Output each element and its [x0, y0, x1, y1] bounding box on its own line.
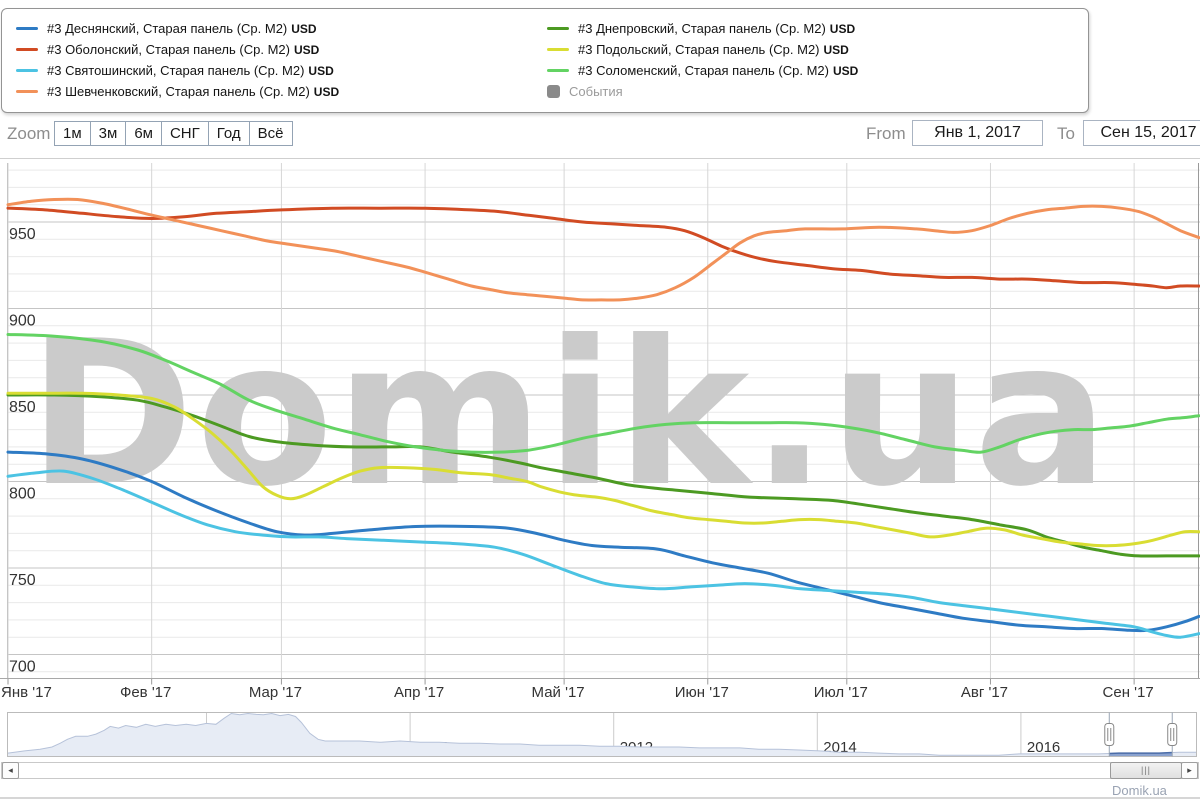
- series-line-dneprovsky[interactable]: [6, 393, 1200, 558]
- scrollbar-right-arrow-icon[interactable]: ▸: [1181, 762, 1198, 779]
- legend-label: #3 Шевченковский, Старая панель (Ср. М2): [47, 84, 310, 99]
- from-date-input[interactable]: [912, 120, 1043, 146]
- scrollbar-thumb[interactable]: |||: [1110, 762, 1182, 779]
- series-color-swatch: [547, 69, 569, 72]
- range-button-all[interactable]: Всё: [248, 121, 293, 146]
- legend-currency: USD: [823, 42, 849, 57]
- x-axis-label: Мар '17: [249, 684, 302, 701]
- legend-label: #3 Соломенский, Старая панель (Ср. М2): [578, 63, 829, 78]
- legend-item-svyatoshinsky[interactable]: #3 Святошинский, Старая панель (Ср. М2) …: [16, 60, 339, 81]
- y-axis-label: 950: [9, 226, 36, 243]
- legend-item-dneprovsky[interactable]: #3 Днепровский, Старая панель (Ср. М2) U…: [547, 18, 858, 39]
- y-axis-label: 900: [9, 313, 36, 330]
- series-color-swatch: [16, 90, 38, 93]
- navigator-right-handle[interactable]: [1167, 723, 1178, 746]
- series-color-swatch: [16, 48, 38, 51]
- legend-currency: USD: [313, 84, 340, 99]
- legend-column-1: #3 Деснянский, Старая панель (Ср. М2) US…: [16, 18, 339, 102]
- legend-box: #3 Деснянский, Старая панель (Ср. М2) US…: [1, 8, 1089, 113]
- legend-item-desnyansky[interactable]: #3 Деснянский, Старая панель (Ср. М2) US…: [16, 18, 339, 39]
- series-color-swatch: [547, 27, 569, 30]
- x-axis-label: Янв '17: [1, 684, 52, 701]
- scrollbar-left-arrow-icon[interactable]: ◂: [2, 762, 19, 779]
- x-axis-label: Авг '17: [961, 684, 1008, 701]
- legend-item-solomensky[interactable]: #3 Соломенский, Старая панель (Ср. М2) U…: [547, 60, 858, 81]
- range-selector-buttons: 1м 3м 6м СНГ Год Всё: [54, 121, 293, 146]
- legend-item-events[interactable]: События: [547, 81, 858, 102]
- series-color-swatch: [547, 48, 569, 51]
- legend-item-podolsky[interactable]: #3 Подольский, Старая панель (Ср. М2) US…: [547, 39, 858, 60]
- y-axis-label: 800: [9, 486, 36, 503]
- range-button-year[interactable]: Год: [207, 121, 250, 146]
- series-line-podolsky[interactable]: [6, 391, 1200, 548]
- legend-currency: USD: [293, 42, 320, 57]
- series-line-desnyansky[interactable]: [6, 450, 1200, 633]
- legend-item-shevchenkovsky[interactable]: #3 Шевченковский, Старая панель (Ср. М2)…: [16, 81, 339, 102]
- series-color-swatch: [16, 27, 38, 30]
- to-label: To: [1057, 124, 1075, 143]
- range-button-ytd[interactable]: СНГ: [160, 121, 209, 146]
- from-label: From: [866, 124, 906, 143]
- x-axis-label: Июн '17: [675, 684, 729, 701]
- series-line-shevchenkovsky[interactable]: [6, 197, 1200, 302]
- y-axis-label: 850: [9, 399, 36, 416]
- x-axis-label: Сен '17: [1103, 684, 1154, 701]
- events-swatch-icon: [547, 85, 560, 98]
- legend-label: #3 Днепровский, Старая панель (Ср. М2): [578, 21, 826, 36]
- series-line-svyatoshinsky[interactable]: [6, 469, 1200, 639]
- x-axis-label: Апр '17: [394, 684, 444, 701]
- legend-item-obolonsky[interactable]: #3 Оболонский, Старая панель (Ср. М2) US…: [16, 39, 339, 60]
- navigator-left-handle[interactable]: [1104, 723, 1115, 746]
- series-line-obolonsky[interactable]: [6, 206, 1200, 290]
- range-button-1m[interactable]: 1м: [54, 121, 91, 146]
- legend-currency: USD: [829, 21, 856, 36]
- legend-label: #3 Деснянский, Старая панель (Ср. М2): [47, 21, 288, 36]
- legend-label: #3 Оболонский, Старая панель (Ср. М2): [47, 42, 290, 57]
- zoom-label: Zoom: [7, 124, 51, 143]
- range-button-3m[interactable]: 3м: [89, 121, 127, 146]
- legend-label: #3 Святошинский, Старая панель (Ср. М2): [47, 63, 305, 78]
- y-axis-label: 700: [9, 659, 36, 676]
- legend-currency: USD: [308, 63, 334, 78]
- to-date-input[interactable]: [1083, 120, 1200, 146]
- chart-watermark-text: Domik.ua: [28, 298, 1111, 531]
- series-color-swatch: [16, 69, 38, 72]
- legend-currency: USD: [291, 21, 317, 36]
- legend-column-2: #3 Днепровский, Старая панель (Ср. М2) U…: [547, 18, 858, 102]
- y-axis-label: 750: [9, 572, 36, 589]
- navigator-year-label: 2016: [1027, 739, 1060, 756]
- x-axis-label: Май '17: [532, 684, 585, 701]
- x-axis-label: Фев '17: [120, 684, 171, 701]
- events-label: События: [569, 84, 623, 99]
- x-axis-label: Июл '17: [814, 684, 868, 701]
- scrollbar-grip-icon: |||: [1140, 765, 1151, 775]
- legend-currency: USD: [832, 63, 859, 78]
- bottom-border: [0, 797, 1200, 799]
- series-line-solomensky[interactable]: [6, 332, 1200, 454]
- range-button-6m[interactable]: 6м: [125, 121, 162, 146]
- scrollbar-track[interactable]: [1, 762, 1199, 779]
- credit-watermark-text: Domik.ua: [1112, 783, 1167, 798]
- legend-label: #3 Подольский, Старая панель (Ср. М2): [578, 42, 820, 57]
